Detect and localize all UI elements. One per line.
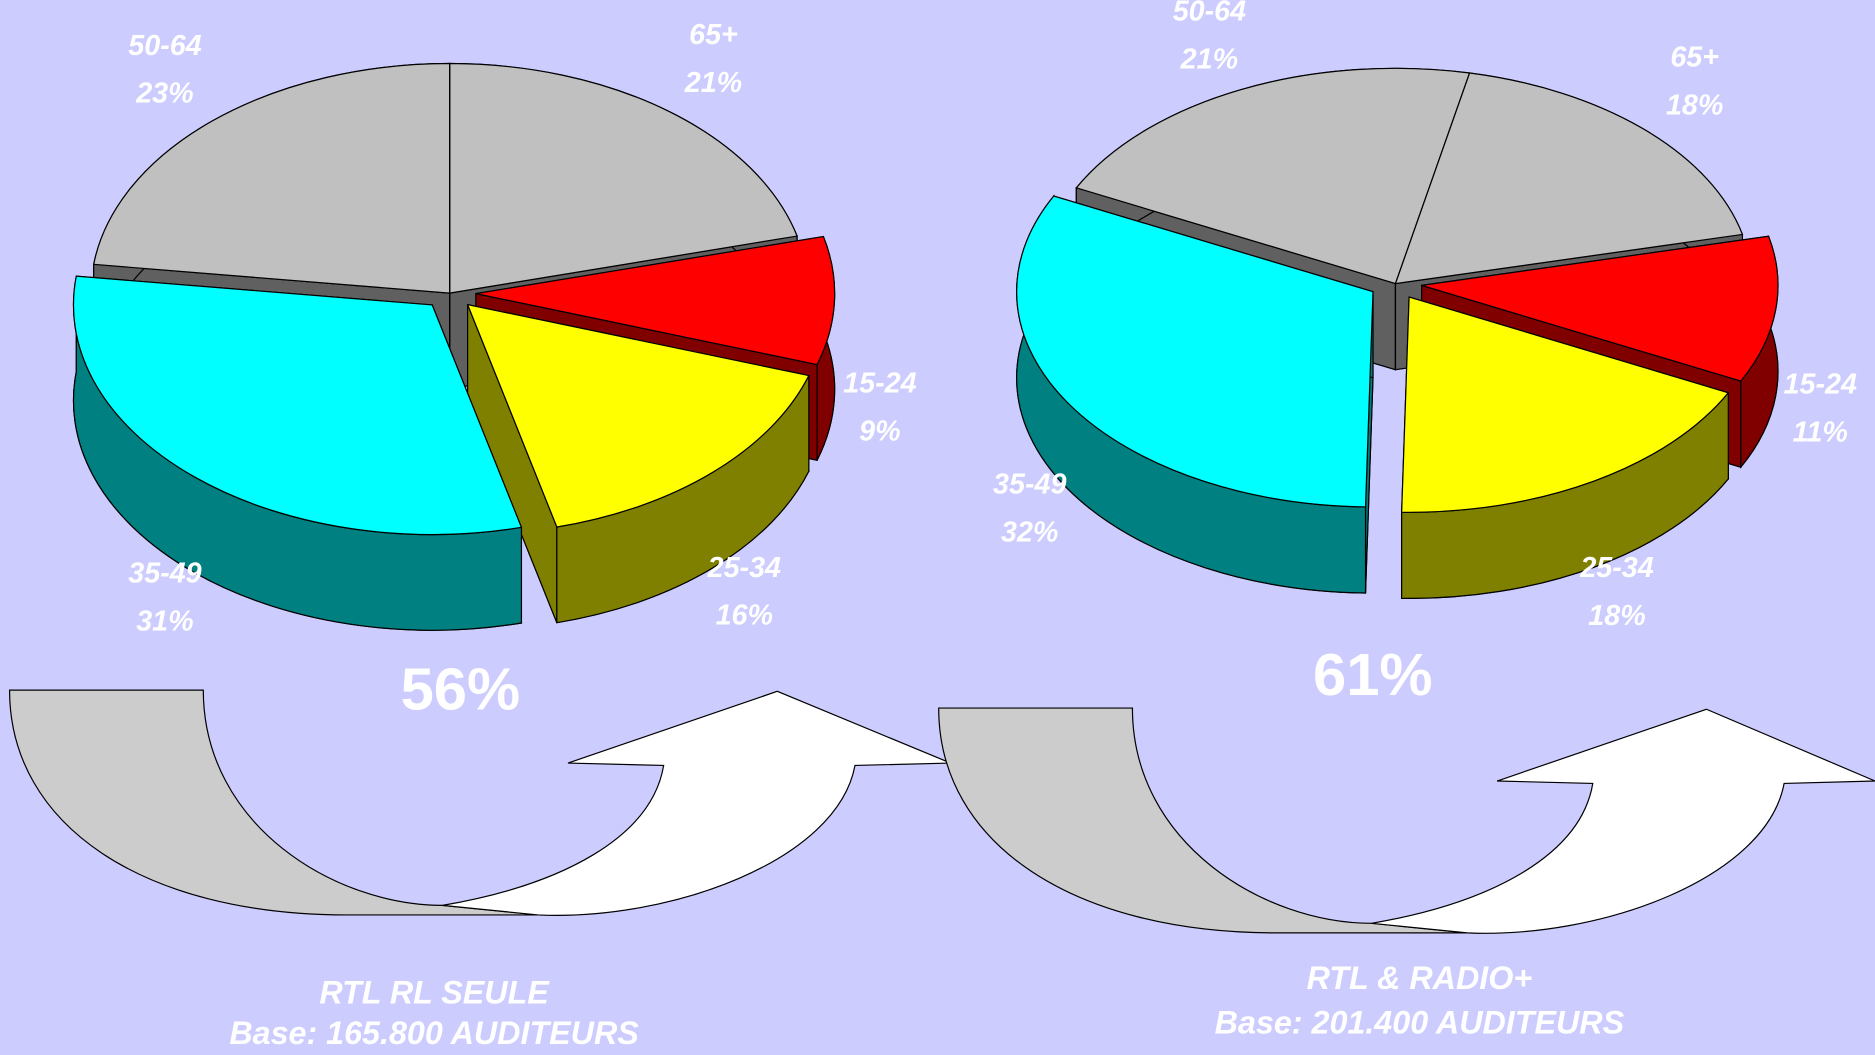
slice [1394,72,1744,285]
category-label: 15-24 [843,368,916,400]
value-label: 16% [716,600,773,632]
caption-base: Base: 165.800 AUDITEURS [229,1015,639,1051]
category-label: 65+ [689,19,738,51]
value-label: 18% [1588,600,1645,632]
pie [72,62,836,631]
category-label: 15-24 [1784,369,1857,401]
arrow-head [1371,708,1875,934]
category-label: 35-49 [993,469,1066,501]
value-label: 18% [1666,89,1723,121]
category-label: 50-64 [128,30,201,62]
arrow-head [442,690,951,916]
value-label: 21% [1180,43,1238,75]
caption: RTL RL SEULE [319,975,550,1011]
value-label: 9% [859,416,900,448]
category-label: 25-34 [707,552,781,584]
slice [72,275,523,536]
slice [1421,235,1779,382]
annotation: 56% [401,656,521,723]
category-label: 50-64 [1173,0,1246,27]
caption-base: Base: 201.400 AUDITEURS [1215,1004,1625,1040]
value-label: 31% [136,605,193,637]
arrow-tail [8,689,539,916]
arrows [8,689,1875,934]
pie [1016,67,1779,599]
value-label: 21% [684,67,742,99]
slice [92,62,451,294]
arrow-tail [938,707,1468,934]
annotation: 61% [1313,641,1433,708]
slice [1401,296,1730,513]
slice [1016,195,1374,508]
slice [466,303,810,528]
value-label: 11% [1793,417,1848,449]
caption: RTL & RADIO+ [1307,960,1533,996]
category-label: 25-34 [1579,552,1653,584]
slice [1075,67,1471,285]
slice [449,62,798,294]
slice [475,235,836,366]
value-label: 32% [1001,516,1058,548]
category-label: 35-49 [128,557,201,589]
category-label: 65+ [1670,41,1719,73]
value-label: 23% [135,78,193,110]
